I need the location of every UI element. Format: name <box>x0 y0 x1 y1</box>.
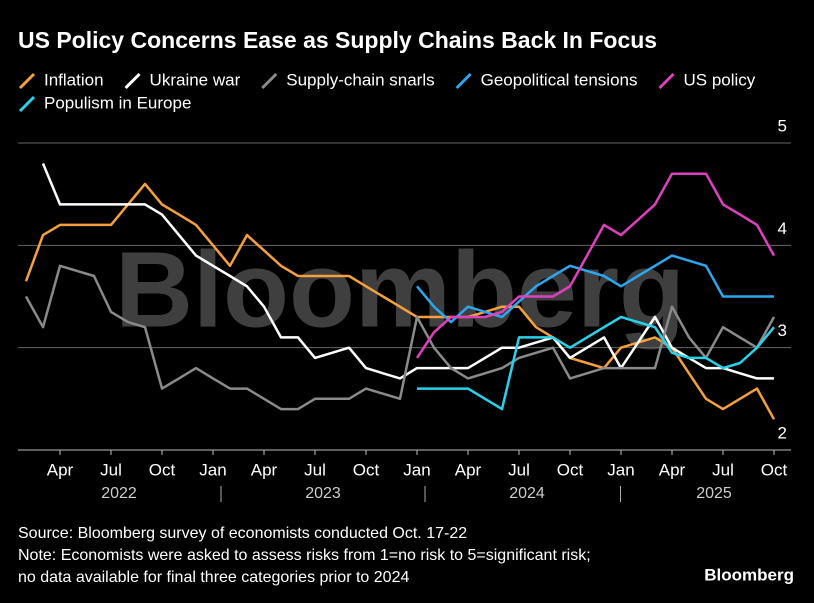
logo: Bloomberg <box>704 565 794 584</box>
x-tick-label: Apr <box>251 460 278 479</box>
year-label: 2023 <box>305 485 341 502</box>
series-line <box>41 163 774 380</box>
legend-icon <box>18 72 36 90</box>
y-tick-label: 2 <box>778 423 787 442</box>
y-tick-label: 3 <box>778 321 787 340</box>
x-tick-label: Apr <box>659 460 686 479</box>
year-label: 2022 <box>101 485 137 502</box>
legend-icon <box>658 72 675 90</box>
x-tick-label: Oct <box>353 460 380 479</box>
watermark: Bloomberg <box>115 229 685 350</box>
legend-label: Inflation <box>44 70 104 89</box>
note-line: no data available for final three catego… <box>18 569 409 586</box>
series-line <box>24 264 776 411</box>
series-line <box>417 315 775 411</box>
legend-icon <box>261 72 278 90</box>
x-tick-label: Jan <box>607 460 634 479</box>
legend-label: Geopolitical tensions <box>481 70 638 89</box>
legend-label: Ukraine war <box>150 70 241 89</box>
series-line <box>415 172 776 359</box>
x-tick-label: Jan <box>199 460 226 479</box>
source-note: Source: Bloomberg survey of economists c… <box>18 525 467 542</box>
series-line <box>24 182 776 420</box>
x-tick-label: Oct <box>761 460 788 479</box>
x-tick-label: Jan <box>403 460 430 479</box>
year-label: 2024 <box>509 485 545 502</box>
x-tick-label: Jul <box>712 460 734 479</box>
x-tick-label: Oct <box>149 460 176 479</box>
x-tick-label: Jul <box>100 460 122 479</box>
note-line: Note: Economists were asked to assess ri… <box>18 547 591 564</box>
legend-icon <box>124 72 141 90</box>
x-tick-label: Apr <box>47 460 74 479</box>
x-tick-label: Jul <box>508 460 530 479</box>
x-tick-label: Oct <box>557 460 584 479</box>
y-tick-label: 4 <box>778 219 787 238</box>
legend-label: Populism in Europe <box>44 93 191 112</box>
x-tick-label: Jul <box>304 460 326 479</box>
x-tick-label: Apr <box>455 460 482 479</box>
year-label: 2025 <box>696 485 732 502</box>
chart-title: US Policy Concerns Ease as Supply Chains… <box>18 27 657 53</box>
legend-label: US policy <box>683 70 755 89</box>
legend-label: Supply-chain snarls <box>286 70 434 89</box>
series-line <box>416 254 774 324</box>
legend-icon <box>455 72 472 90</box>
legend-icon <box>18 95 36 113</box>
y-tick-label: 5 <box>778 116 787 135</box>
